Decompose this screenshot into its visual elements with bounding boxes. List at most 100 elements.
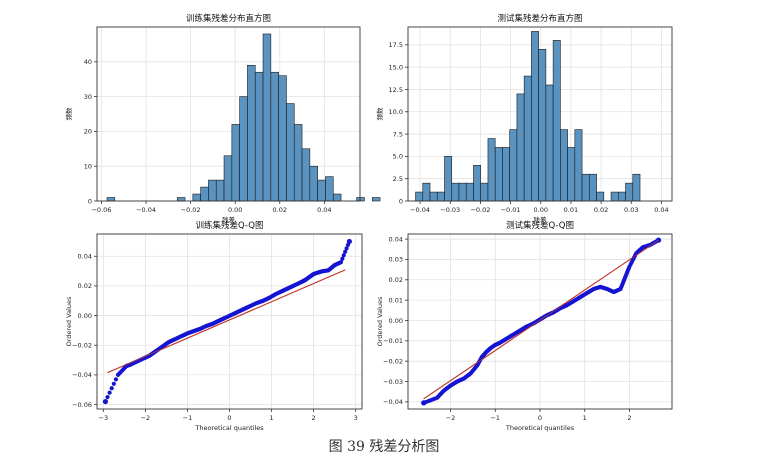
qq-point [111, 381, 116, 386]
y-tick-label: −0.01 [383, 337, 403, 345]
y-tick-label: 0 [399, 197, 403, 205]
histogram-bar [317, 179, 326, 202]
y-tick-label: 7.5 [393, 130, 403, 138]
histogram-bar [215, 179, 225, 202]
histogram-bar [371, 197, 381, 202]
histogram-bar [422, 182, 431, 202]
y-tick-label: 5.0 [393, 153, 403, 161]
histogram-bar [487, 138, 496, 202]
x-tick-label: 0.04 [317, 206, 331, 214]
y-tick-label: −0.04 [72, 371, 92, 379]
histogram-bar [516, 93, 525, 202]
y-tick-label: 0.04 [78, 253, 92, 261]
histogram-bar [617, 191, 626, 202]
histogram-bar [356, 197, 365, 202]
y-tick-label: 2.5 [393, 175, 403, 183]
y-tick-label: −0.02 [72, 342, 92, 350]
x-tick-label: −0.02 [470, 206, 490, 214]
y-axis-label: 频数 [375, 107, 384, 121]
y-tick-label: 17.5 [389, 41, 403, 49]
histogram-bar [325, 176, 334, 202]
histogram-bar [458, 182, 467, 202]
histogram-bar [589, 173, 597, 202]
histogram-bar [309, 165, 318, 202]
histogram-bar [254, 71, 264, 202]
x-tick-label: 0.02 [273, 206, 287, 214]
histogram-bar [247, 64, 256, 202]
histogram-bar [581, 173, 590, 202]
test-residual-histogram: −0.04 −0.03 −0.02 −0.01 0.00 0.01 0.02 0.03 0.04… [375, 13, 673, 224]
qq-point [102, 398, 109, 405]
x-tick-label: −0.04 [410, 206, 430, 214]
histogram-bar [278, 75, 287, 202]
histogram-bar [473, 165, 482, 202]
x-tick-label: 0 [227, 414, 231, 422]
y-tick-label: 0.01 [389, 296, 403, 304]
histogram-bar [509, 129, 518, 202]
histogram-bar [523, 75, 532, 202]
x-tick-label: 0.02 [594, 206, 608, 214]
x-axis-label: Theoretical quantiles [194, 424, 264, 432]
x-tick-label: −2 [446, 414, 456, 422]
histogram-bar [270, 71, 279, 202]
x-tick-label: −0.02 [181, 206, 201, 214]
histogram-bar [632, 173, 641, 202]
y-tick-label: 12.5 [389, 86, 403, 94]
histogram-bar [301, 148, 311, 202]
y-tick-label: −0.03 [383, 378, 403, 386]
y-tick-label: 30 [84, 93, 92, 101]
y-tick-label: 10.0 [389, 108, 403, 116]
histogram-bar [208, 179, 217, 202]
y-tick-label: 20 [84, 128, 92, 136]
qq-point [341, 253, 346, 258]
x-tick-label: 0.01 [564, 206, 578, 214]
chart-title: 测试集残差Q-Q图 [506, 220, 574, 231]
y-tick-label: 0.04 [389, 235, 403, 243]
x-axis-label: 残差 [534, 215, 548, 224]
y-tick-label: 0.00 [389, 317, 403, 325]
histogram-bar [502, 147, 510, 202]
histogram-bar [444, 156, 453, 202]
histogram-bar [538, 49, 547, 202]
histogram-bar [552, 40, 561, 202]
histogram-bar [465, 182, 474, 202]
x-tick-label: 3 [354, 414, 358, 422]
y-tick-label: 0.03 [389, 256, 403, 264]
x-tick-label: 0.00 [228, 206, 242, 214]
y-axis-label: Ordered Values [376, 296, 384, 346]
x-tick-label: −0.01 [501, 206, 521, 214]
x-axis-label: Theoretical quantiles [505, 424, 575, 432]
histogram-bar [451, 182, 460, 202]
histogram-bar [192, 193, 201, 202]
histogram-bar [262, 33, 272, 202]
qq-reference-line-overlay [423, 239, 659, 400]
train-residual-histogram: −0.06 −0.04 −0.02 0.00 0.02 0.04 0 10 20 30 40 训练集残… [64, 13, 381, 224]
figure-caption: 图 39 残差分析图 [328, 439, 440, 455]
histogram-bar [480, 182, 489, 202]
y-axis-label: 频数 [64, 107, 73, 121]
x-tick-label: 2 [627, 414, 631, 422]
histogram-bar [286, 103, 295, 202]
qq-point [421, 400, 427, 406]
x-tick-label: 1 [269, 414, 273, 422]
x-tick-label: 0.04 [654, 206, 668, 214]
x-tick-label: 0 [538, 414, 542, 422]
x-tick-label: −2 [141, 414, 151, 422]
histogram-bar [176, 197, 186, 202]
x-tick-label: 0.03 [624, 206, 638, 214]
qq-point [105, 395, 110, 400]
x-tick-label: 1 [583, 414, 587, 422]
y-tick-label: 0 [88, 197, 92, 205]
chart-title: 测试集残差分布直方图 [497, 13, 582, 24]
y-tick-label: 40 [84, 58, 92, 66]
histogram-bar [293, 124, 303, 202]
x-tick-label: −0.03 [440, 206, 460, 214]
qq-point [113, 377, 119, 382]
y-tick-label: 0.00 [78, 312, 92, 320]
histogram-bar [200, 186, 209, 202]
y-tick-label: −0.02 [383, 357, 403, 365]
chart-title: 训练集残差分布直方图 [186, 13, 271, 24]
plot-frame [96, 26, 361, 202]
x-tick-label: −3 [99, 414, 109, 422]
